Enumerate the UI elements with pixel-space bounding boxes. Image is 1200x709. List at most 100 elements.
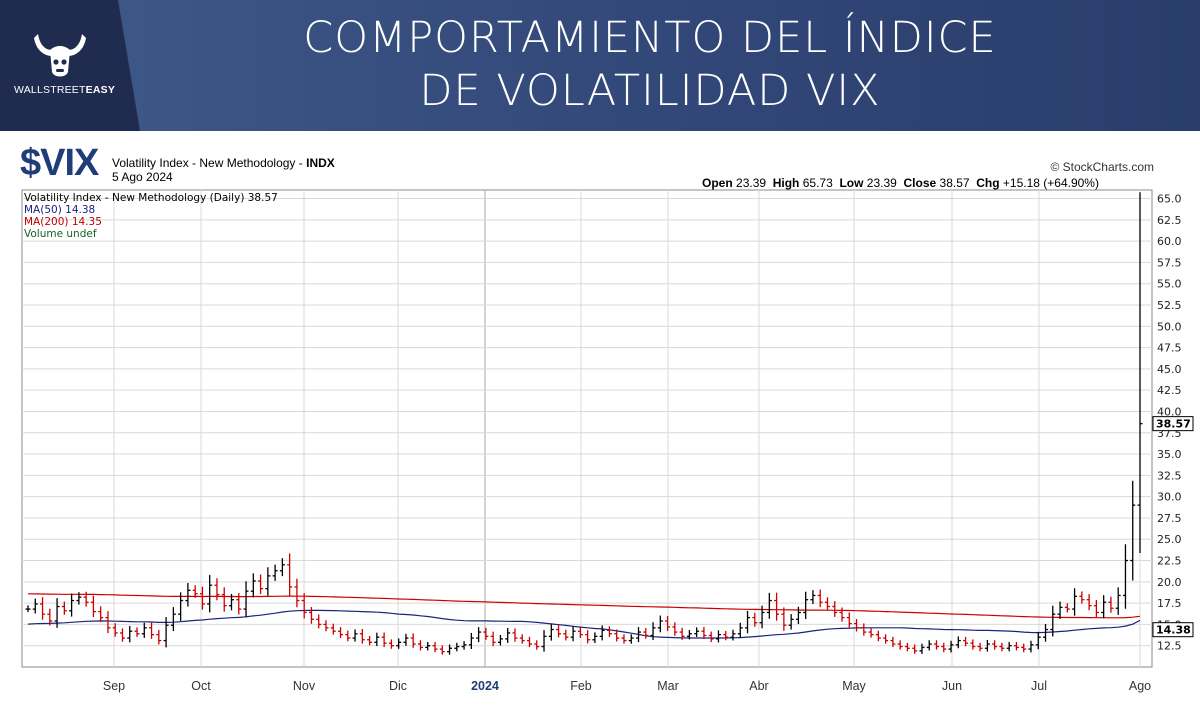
ohlc-bar	[556, 625, 562, 638]
ohlc-bar	[381, 632, 387, 647]
ohlc-bar	[839, 607, 845, 622]
ohlc-bar	[715, 630, 721, 643]
bull-logo-icon	[34, 34, 86, 77]
ohlc-bar	[963, 636, 969, 647]
ohlc-bar	[287, 553, 293, 597]
ohlc-bar	[476, 627, 482, 643]
ohlc-bar	[316, 614, 322, 629]
ohlc-bar	[483, 627, 489, 640]
chart-legend: Volatility Index - New Methodology (Dail…	[24, 192, 278, 240]
ohlc-bar	[650, 622, 656, 641]
ohlc-bar	[25, 605, 31, 613]
ohlc-bar	[665, 615, 671, 632]
ohlc-bar	[272, 564, 278, 581]
ohlc-bar	[577, 627, 583, 638]
ohlc-bar	[40, 597, 46, 620]
ohlc-bar	[54, 598, 60, 628]
x-tick-label: Nov	[293, 679, 316, 693]
price-marker-label: 14.38	[1156, 624, 1191, 637]
ohlc-bar	[977, 642, 983, 652]
ohlc-bar	[1013, 641, 1019, 651]
ohlc-bar	[955, 636, 961, 649]
ohlc-bar	[519, 634, 525, 644]
ohlc-bar	[497, 634, 503, 646]
x-tick-label: Abr	[749, 679, 768, 693]
x-tick-label: Jun	[942, 679, 962, 693]
ohlc-bar	[417, 640, 423, 651]
ohlc-bar	[338, 627, 344, 638]
ohlc-bar	[170, 607, 176, 632]
logo-panel: WALLSTREETEASY	[0, 0, 140, 131]
ohlc-bar	[948, 640, 954, 653]
ohlc-bar	[207, 574, 213, 613]
ohlc-bar	[323, 620, 329, 632]
ohlc-bar	[774, 592, 780, 621]
ohlc-bar	[824, 597, 830, 611]
ohlc-bar	[628, 634, 634, 644]
x-tick-label: May	[842, 679, 866, 693]
y-tick-label: 65.0	[1157, 193, 1182, 206]
ohlc-bar	[1021, 643, 1027, 653]
ohlc-bar	[548, 624, 554, 641]
ohlc-bar	[614, 629, 620, 642]
y-tick-label: 50.0	[1157, 320, 1182, 333]
ohlc-bar	[1115, 587, 1121, 615]
ohlc-bar	[970, 639, 976, 650]
ohlc-bar	[1137, 192, 1143, 553]
y-tick-label: 40.0	[1157, 405, 1182, 418]
y-tick-label: 25.0	[1157, 533, 1182, 546]
y-tick-label: 32.5	[1157, 469, 1182, 482]
ohlc-bar	[229, 593, 235, 611]
y-tick-label: 35.0	[1157, 448, 1182, 461]
ohlc-bar	[61, 601, 67, 615]
y-tick-label: 30.0	[1157, 491, 1182, 504]
ohlc-bar	[47, 608, 53, 626]
title-banner	[0, 0, 1200, 131]
ohlc-bar	[490, 631, 496, 647]
ohlc-bar	[933, 640, 939, 650]
ohlc-bar	[192, 585, 198, 598]
ohlc-bar	[112, 623, 118, 637]
ohlc-bar	[912, 644, 918, 654]
ohlc-bar	[134, 627, 140, 637]
page-title: COMPORTAMIENTO DEL ÍNDICE DE VOLATILIDAD…	[200, 12, 1100, 118]
ohlc-bar	[686, 630, 692, 640]
ohlc-bar	[1122, 544, 1128, 609]
ohlc-bar	[279, 558, 285, 577]
ohlc-bar	[1035, 631, 1041, 650]
y-tick-label: 12.5	[1157, 640, 1182, 653]
ticker-name: Volatility Index - New Methodology - IND…	[112, 156, 335, 170]
ohlc-bar	[425, 641, 431, 651]
ohlc-bar	[359, 629, 365, 644]
ohlc-bar	[752, 612, 758, 627]
ohlc-bar	[541, 630, 547, 652]
ohlc-bar	[1057, 601, 1063, 619]
ohlc-bar	[875, 630, 881, 642]
logo-text: WALLSTREETEASY	[14, 84, 116, 96]
ohlc-bar	[883, 634, 889, 644]
x-tick-label: Oct	[191, 679, 211, 693]
ohlc-bar	[897, 640, 903, 650]
ohlc-bar	[599, 625, 605, 641]
ohlc-bar	[592, 632, 598, 644]
ohlc-bar	[737, 622, 743, 638]
ohlc-bar	[505, 628, 511, 643]
x-tick-label: 2024	[471, 679, 499, 693]
ohlc-bar	[76, 592, 82, 605]
ohlc-bar	[1006, 641, 1012, 652]
y-tick-label: 42.5	[1157, 384, 1182, 397]
ohlc-bar	[992, 640, 998, 650]
ohlc-bar	[984, 639, 990, 652]
ohlc-bar	[621, 634, 627, 644]
ohlc-bar	[563, 629, 569, 641]
y-tick-label: 27.5	[1157, 512, 1182, 525]
x-tick-label: Jul	[1031, 679, 1047, 693]
ohlc-bar	[1101, 595, 1107, 619]
ohlc-bar	[679, 627, 685, 640]
ohlc-bar	[294, 578, 300, 608]
ohlc-bar	[701, 626, 707, 639]
x-tick-label: Sep	[103, 679, 125, 693]
price-marker-label: 38.57	[1156, 418, 1191, 431]
ohlc-bar	[643, 628, 649, 639]
